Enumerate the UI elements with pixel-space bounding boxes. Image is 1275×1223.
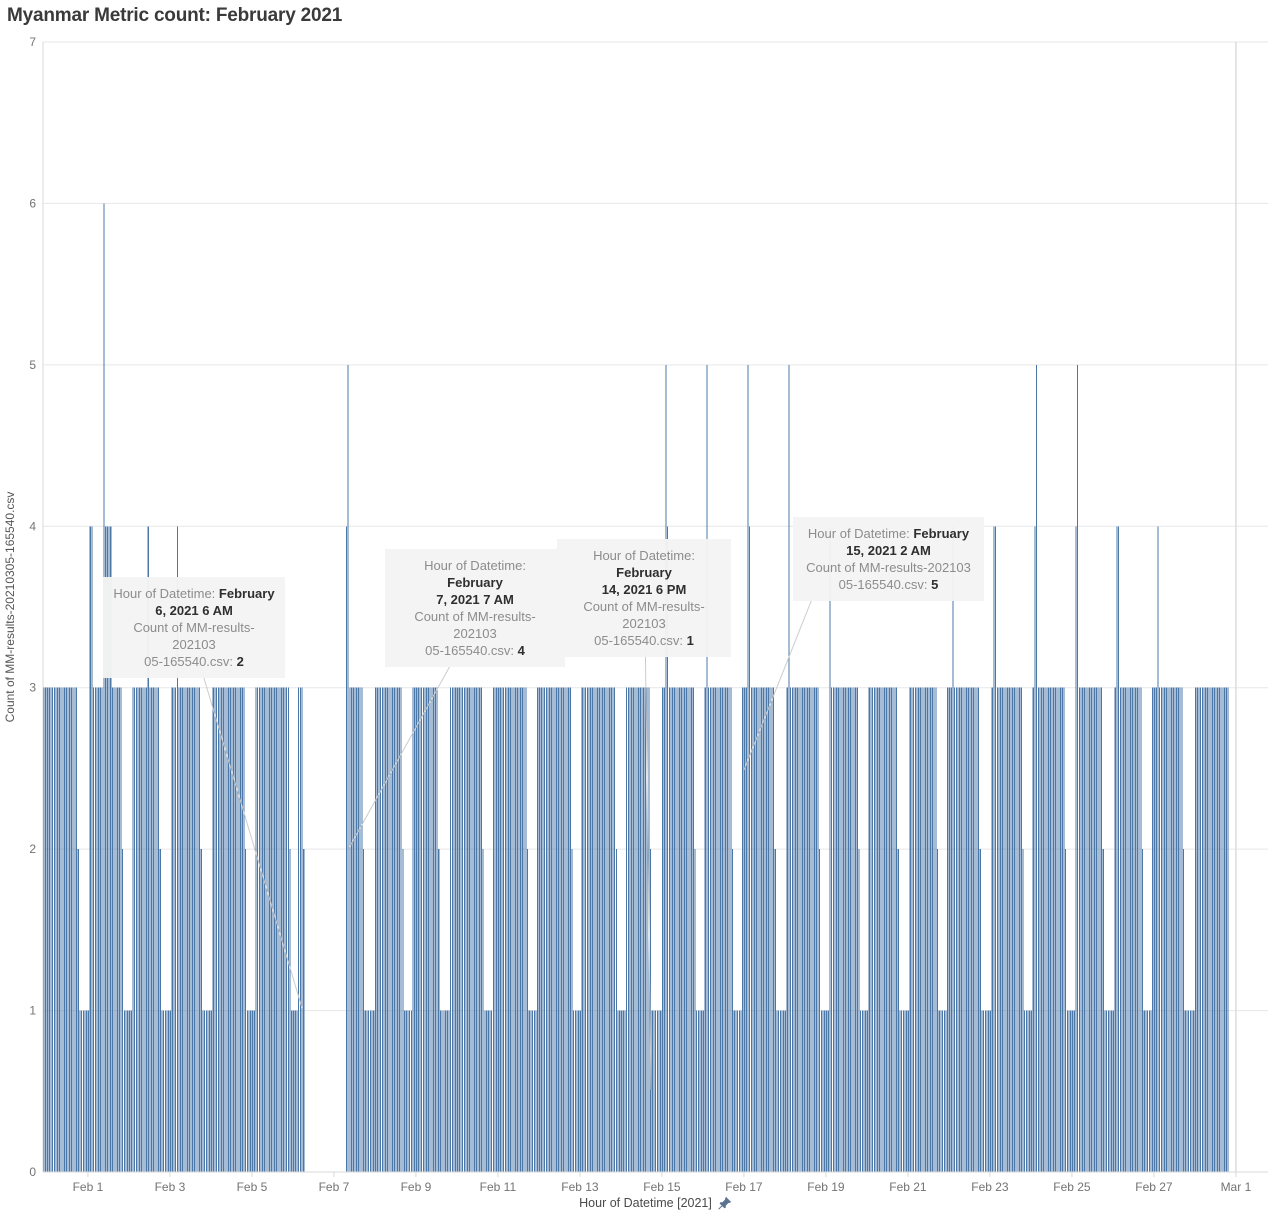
svg-text:5: 5 (29, 358, 36, 372)
svg-text:Feb 1: Feb 1 (73, 1180, 104, 1194)
svg-text:Feb 11: Feb 11 (480, 1180, 517, 1194)
svg-text:Feb 27: Feb 27 (1135, 1180, 1173, 1194)
y-axis-title: Count of MM-results-20210305-165540.csv (3, 492, 17, 723)
bars[interactable] (43, 203, 1229, 1172)
pin-icon[interactable] (718, 1196, 732, 1210)
svg-text:1: 1 (29, 1004, 36, 1018)
svg-text:Feb 9: Feb 9 (401, 1180, 432, 1194)
svg-text:Feb 15: Feb 15 (643, 1180, 681, 1194)
svg-text:Feb 5: Feb 5 (237, 1180, 268, 1194)
svg-text:Feb 7: Feb 7 (319, 1180, 350, 1194)
svg-text:0: 0 (29, 1165, 36, 1179)
page-title: Myanmar Metric count: February 2021 (7, 5, 343, 26)
pinned-tooltip-3[interactable]: Hour of Datetime: February 14, 2021 6 PM C… (557, 539, 731, 657)
svg-text:Feb 13: Feb 13 (561, 1180, 599, 1194)
svg-text:Feb 17: Feb 17 (725, 1180, 763, 1194)
svg-text:Mar 1: Mar 1 (1221, 1180, 1252, 1194)
x-axis-title: Hour of Datetime [2021] (579, 1196, 712, 1210)
svg-text:6: 6 (29, 196, 36, 210)
svg-text:4: 4 (29, 519, 36, 533)
x-axis-title-row: Hour of Datetime [2021] (43, 1196, 1268, 1210)
axes: 0 1 2 3 4 5 6 7 Feb 1 Feb 3 Feb 5 Feb 7 Feb 9 Feb 11 F… (29, 35, 1268, 1194)
svg-text:Feb 19: Feb 19 (807, 1180, 845, 1194)
pinned-tooltip-1[interactable]: Hour of Datetime: February 6, 2021 6 AM Co… (103, 577, 285, 678)
svg-text:Feb 25: Feb 25 (1053, 1180, 1091, 1194)
svg-text:Feb 23: Feb 23 (971, 1180, 1009, 1194)
svg-text:Feb 3: Feb 3 (155, 1180, 186, 1194)
svg-text:3: 3 (29, 681, 36, 695)
pinned-tooltip-2[interactable]: Hour of Datetime: February 7, 2021 7 AM Co… (385, 549, 565, 667)
svg-text:7: 7 (29, 35, 36, 49)
svg-text:2: 2 (29, 842, 36, 856)
svg-text:Feb 21: Feb 21 (889, 1180, 927, 1194)
pinned-tooltip-4[interactable]: Hour of Datetime: February 15, 2021 2 AM C… (793, 517, 984, 601)
